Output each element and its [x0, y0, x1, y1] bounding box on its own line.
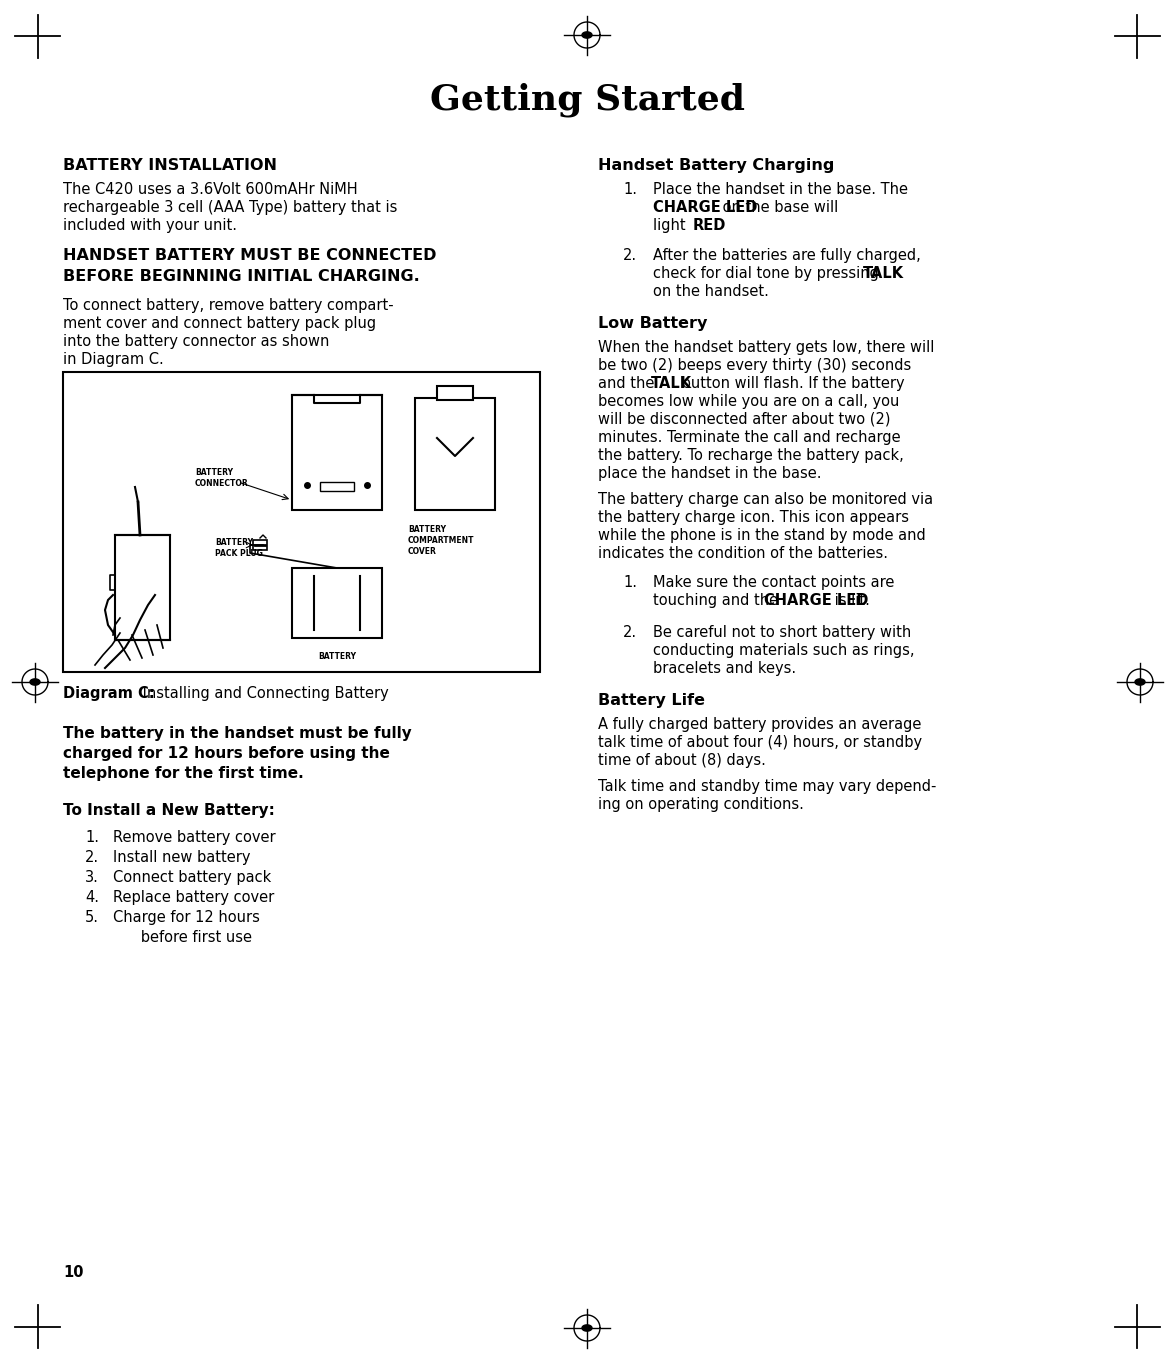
Text: Be careful not to short battery with: Be careful not to short battery with [653, 626, 912, 641]
Polygon shape [582, 1325, 592, 1332]
Text: telephone for the first time.: telephone for the first time. [63, 766, 304, 781]
Text: HANDSET BATTERY MUST BE CONNECTED: HANDSET BATTERY MUST BE CONNECTED [63, 248, 436, 263]
Text: A fully charged battery provides an average: A fully charged battery provides an aver… [598, 717, 921, 732]
Text: Connect battery pack: Connect battery pack [113, 870, 271, 885]
Text: light: light [653, 218, 690, 233]
Text: talk time of about four (4) hours, or standby: talk time of about four (4) hours, or st… [598, 735, 922, 750]
Text: the battery charge icon. This icon appears: the battery charge icon. This icon appea… [598, 510, 909, 525]
Text: Remove battery cover: Remove battery cover [113, 830, 276, 845]
Text: BATTERY: BATTERY [318, 652, 356, 661]
Text: conducting materials such as rings,: conducting materials such as rings, [653, 643, 914, 658]
Bar [320, 483, 354, 491]
Bar [293, 395, 382, 510]
Text: 10: 10 [63, 1265, 83, 1280]
Bar [415, 398, 495, 510]
Text: 3.: 3. [85, 870, 99, 885]
Text: bracelets and keys.: bracelets and keys. [653, 661, 797, 676]
Text: 5.: 5. [85, 910, 99, 925]
Text: Make sure the contact points are: Make sure the contact points are [653, 575, 894, 590]
Text: 1.: 1. [623, 183, 637, 198]
Bar [293, 568, 382, 638]
Text: minutes. Terminate the call and recharge: minutes. Terminate the call and recharge [598, 429, 900, 444]
Text: be two (2) beeps every thirty (30) seconds: be two (2) beeps every thirty (30) secon… [598, 358, 912, 373]
Text: Handset Battery Charging: Handset Battery Charging [598, 158, 834, 173]
Text: 1.: 1. [85, 830, 99, 845]
Text: ing on operating conditions.: ing on operating conditions. [598, 797, 804, 812]
Text: Place the handset in the base. The: Place the handset in the base. The [653, 183, 908, 198]
Text: Replace battery cover: Replace battery cover [113, 890, 274, 905]
Text: becomes low while you are on a call, you: becomes low while you are on a call, you [598, 394, 899, 409]
Text: CHARGE LED: CHARGE LED [653, 200, 758, 215]
Text: time of about (8) days.: time of about (8) days. [598, 752, 766, 767]
Polygon shape [1135, 679, 1144, 686]
Text: is lit.: is lit. [830, 593, 870, 608]
Text: before first use: before first use [113, 930, 251, 945]
Polygon shape [582, 31, 592, 38]
Bar [115, 536, 170, 641]
Text: 2.: 2. [623, 626, 637, 641]
Bar [63, 372, 540, 672]
Text: Talk time and standby time may vary depend-: Talk time and standby time may vary depe… [598, 780, 936, 795]
Text: 4.: 4. [85, 890, 99, 905]
Text: CHARGE LED: CHARGE LED [765, 593, 868, 608]
Text: button will flash. If the battery: button will flash. If the battery [677, 376, 905, 391]
Text: charged for 12 hours before using the: charged for 12 hours before using the [63, 746, 390, 761]
Bar [253, 540, 267, 551]
Text: on the base will: on the base will [718, 200, 839, 215]
Text: will be disconnected after about two (2): will be disconnected after about two (2) [598, 412, 891, 427]
Text: place the handset in the base.: place the handset in the base. [598, 466, 821, 481]
Text: while the phone is in the stand by mode and: while the phone is in the stand by mode … [598, 527, 926, 542]
Text: Low Battery: Low Battery [598, 316, 707, 331]
Text: The battery charge can also be monitored via: The battery charge can also be monitored… [598, 492, 933, 507]
Text: Charge for 12 hours: Charge for 12 hours [113, 910, 260, 925]
Text: TALK: TALK [862, 266, 904, 281]
Text: included with your unit.: included with your unit. [63, 218, 237, 233]
Text: Getting Started: Getting Started [430, 83, 745, 117]
Text: the battery. To recharge the battery pack,: the battery. To recharge the battery pac… [598, 448, 904, 463]
Text: Installing and Connecting Battery: Installing and Connecting Battery [137, 686, 389, 701]
Text: and the: and the [598, 376, 659, 391]
Text: 2.: 2. [85, 851, 99, 866]
Text: The battery in the handset must be fully: The battery in the handset must be fully [63, 726, 411, 741]
Text: When the handset battery gets low, there will: When the handset battery gets low, there… [598, 339, 934, 354]
Text: Battery Life: Battery Life [598, 692, 705, 707]
Text: rechargeable 3 cell (AAA Type) battery that is: rechargeable 3 cell (AAA Type) battery t… [63, 200, 397, 215]
Text: Diagram C:: Diagram C: [63, 686, 155, 701]
Text: Install new battery: Install new battery [113, 851, 250, 866]
Text: To connect battery, remove battery compart-: To connect battery, remove battery compa… [63, 298, 394, 313]
Text: touching and the: touching and the [653, 593, 783, 608]
Text: indicates the condition of the batteries.: indicates the condition of the batteries… [598, 547, 888, 562]
Polygon shape [31, 679, 40, 686]
Text: 2.: 2. [623, 248, 637, 263]
Text: check for dial tone by pressing: check for dial tone by pressing [653, 266, 884, 281]
Text: ment cover and connect battery pack plug: ment cover and connect battery pack plug [63, 316, 376, 331]
Text: TALK: TALK [651, 376, 692, 391]
Text: on the handset.: on the handset. [653, 284, 768, 298]
Text: To Install a New Battery:: To Install a New Battery: [63, 803, 275, 818]
Text: BATTERY
PACK PLUG: BATTERY PACK PLUG [215, 538, 263, 557]
Text: RED: RED [692, 218, 726, 233]
Bar [437, 386, 474, 399]
Text: into the battery connector as shown: into the battery connector as shown [63, 334, 329, 349]
Text: 1.: 1. [623, 575, 637, 590]
Text: BATTERY
COMPARTMENT
COVER: BATTERY COMPARTMENT COVER [408, 525, 475, 556]
Text: After the batteries are fully charged,: After the batteries are fully charged, [653, 248, 921, 263]
Text: .: . [712, 218, 717, 233]
Text: BATTERY
CONNECTOR: BATTERY CONNECTOR [195, 468, 249, 488]
Text: BEFORE BEGINNING INITIAL CHARGING.: BEFORE BEGINNING INITIAL CHARGING. [63, 269, 419, 284]
Text: BATTERY INSTALLATION: BATTERY INSTALLATION [63, 158, 277, 173]
Text: in Diagram C.: in Diagram C. [63, 352, 163, 367]
Text: The C420 uses a 3.6Volt 600mAHr NiMH: The C420 uses a 3.6Volt 600mAHr NiMH [63, 183, 357, 198]
